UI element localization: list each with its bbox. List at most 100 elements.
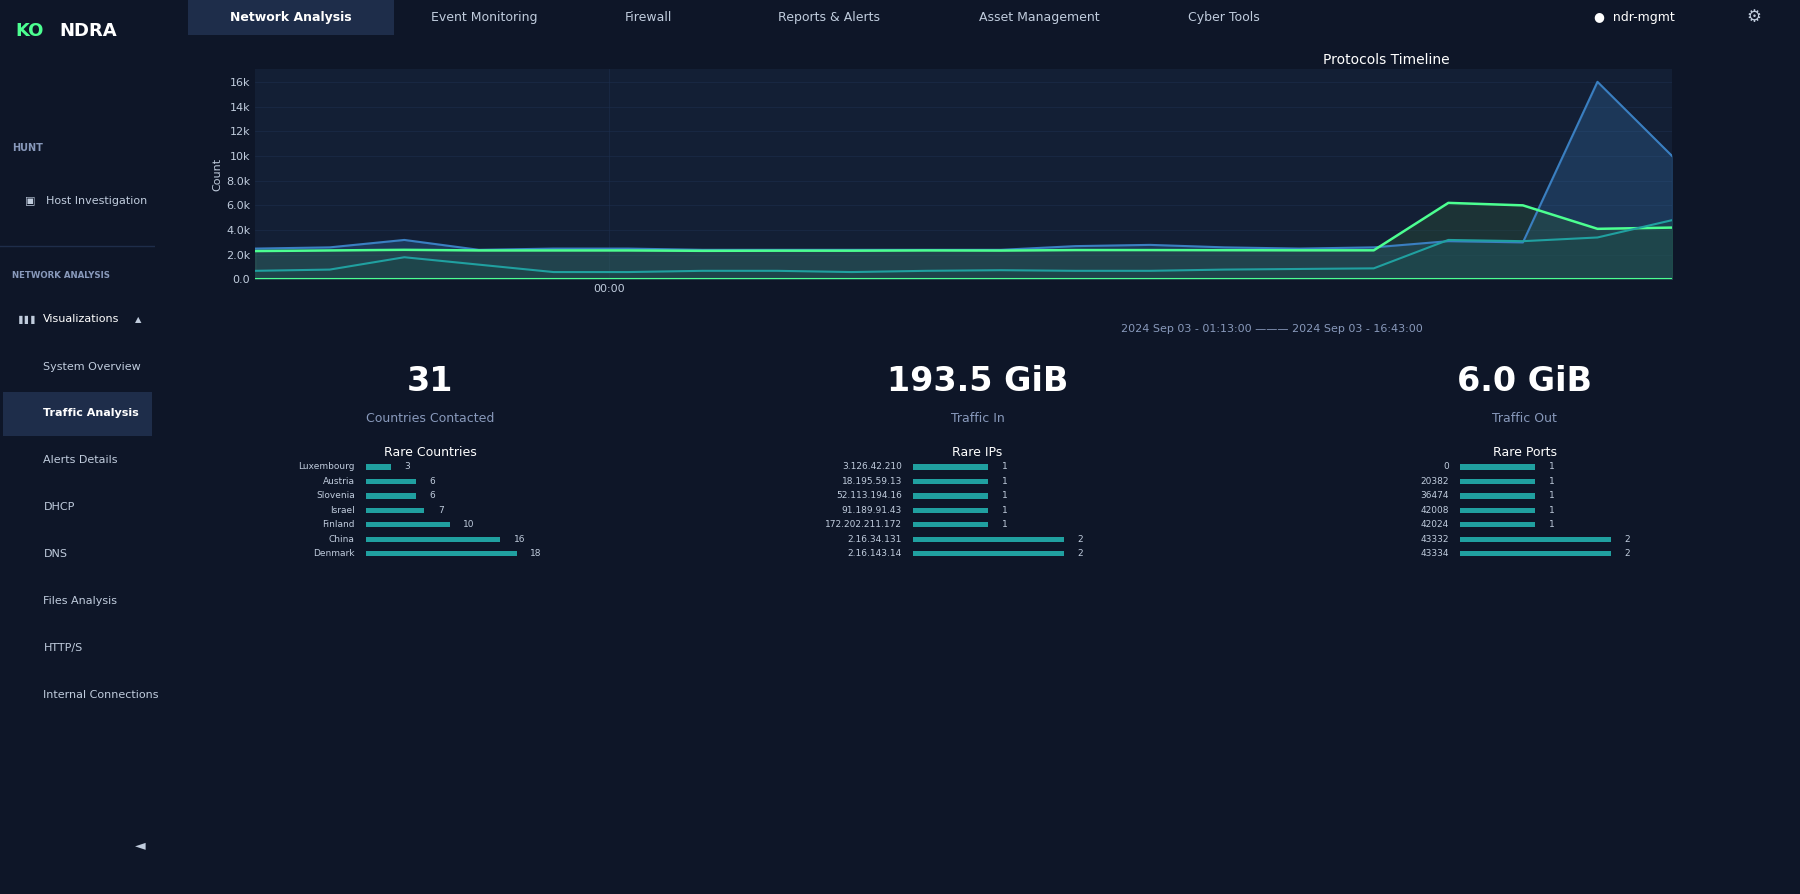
Text: Countries Contacted: Countries Contacted <box>365 411 495 425</box>
Text: 3: 3 <box>405 462 410 471</box>
Text: Traffic Out: Traffic Out <box>1492 411 1557 425</box>
Text: 2.16.143.14: 2.16.143.14 <box>848 549 902 558</box>
Bar <box>365 522 450 527</box>
Text: 6.0 GiB: 6.0 GiB <box>1458 366 1593 399</box>
Text: DNS: DNS <box>43 549 67 560</box>
Text: 18: 18 <box>531 549 542 558</box>
Bar <box>365 551 517 556</box>
Text: ▣: ▣ <box>25 196 36 207</box>
Text: Internal Connections: Internal Connections <box>43 689 158 700</box>
Text: 16: 16 <box>513 535 526 544</box>
Text: Visualizations: Visualizations <box>43 314 121 325</box>
Text: Network Analysis: Network Analysis <box>230 11 351 24</box>
Text: ssl: ssl <box>1543 174 1557 184</box>
Bar <box>913 464 988 469</box>
Text: 36474: 36474 <box>1420 492 1449 501</box>
Text: 31: 31 <box>407 366 454 399</box>
Text: Rare IPs: Rare IPs <box>952 446 1003 459</box>
Text: 2: 2 <box>1078 549 1084 558</box>
Text: Protocols Timeline: Protocols Timeline <box>1323 54 1449 67</box>
Text: 43332: 43332 <box>1420 535 1449 544</box>
Text: 193.5 GiB: 193.5 GiB <box>887 366 1067 399</box>
Text: 1: 1 <box>1003 520 1008 529</box>
Text: 6: 6 <box>430 492 436 501</box>
Text: Event Monitoring: Event Monitoring <box>430 11 536 24</box>
Text: 42024: 42024 <box>1420 520 1449 529</box>
Text: HUNT: HUNT <box>13 142 43 153</box>
Text: Israel: Israel <box>329 506 355 515</box>
Text: 20382: 20382 <box>1420 477 1449 485</box>
Text: Asset Management: Asset Management <box>979 11 1100 24</box>
Text: 1: 1 <box>1550 506 1555 515</box>
Text: Firewall: Firewall <box>625 11 671 24</box>
Text: 1: 1 <box>1003 506 1008 515</box>
Bar <box>1460 478 1535 484</box>
Text: 1: 1 <box>1003 477 1008 485</box>
Text: snmp: snmp <box>1543 105 1571 115</box>
Text: Slovenia: Slovenia <box>317 492 355 501</box>
Bar <box>913 493 988 499</box>
Text: China: China <box>329 535 355 544</box>
Text: KO: KO <box>16 22 43 40</box>
Text: 1: 1 <box>1550 477 1555 485</box>
Bar <box>365 493 416 499</box>
Text: 2024 Sep 03 - 01:13:00 ——— 2024 Sep 03 - 16:43:00: 2024 Sep 03 - 01:13:00 ——— 2024 Sep 03 -… <box>1121 324 1422 334</box>
Bar <box>365 478 416 484</box>
Text: Luxembourg: Luxembourg <box>299 462 355 471</box>
Bar <box>913 551 1064 556</box>
Text: 1: 1 <box>1550 492 1555 501</box>
Text: 7: 7 <box>437 506 443 515</box>
Text: 52.113.194.16: 52.113.194.16 <box>835 492 902 501</box>
Text: http: http <box>1543 208 1564 218</box>
Text: Host Investigation: Host Investigation <box>47 196 148 207</box>
Bar <box>1460 551 1611 556</box>
Text: 6: 6 <box>430 477 436 485</box>
Text: System Overview: System Overview <box>43 361 140 372</box>
Bar <box>365 536 500 542</box>
Text: Files Analysis: Files Analysis <box>43 595 117 606</box>
Text: Rare Ports: Rare Ports <box>1492 446 1557 459</box>
Text: 2: 2 <box>1078 535 1084 544</box>
Text: ◄: ◄ <box>135 838 146 852</box>
Text: 2.16.34.131: 2.16.34.131 <box>848 535 902 544</box>
Bar <box>913 478 988 484</box>
Bar <box>913 508 988 513</box>
Text: ssh: ssh <box>1543 71 1561 80</box>
Text: Traffic In: Traffic In <box>950 411 1004 425</box>
Bar <box>1460 536 1611 542</box>
Text: 91.189.91.43: 91.189.91.43 <box>842 506 902 515</box>
Text: 3.126.42.210: 3.126.42.210 <box>842 462 902 471</box>
Bar <box>365 464 391 469</box>
Text: 172.202.211.172: 172.202.211.172 <box>824 520 902 529</box>
Text: ●  ndr-mgmt: ● ndr-mgmt <box>1595 11 1676 24</box>
Y-axis label: Count: Count <box>212 158 221 191</box>
Bar <box>913 522 988 527</box>
Bar <box>913 536 1064 542</box>
Bar <box>1460 464 1535 469</box>
Text: 1: 1 <box>1550 462 1555 471</box>
Bar <box>365 508 425 513</box>
Text: HTTP/S: HTTP/S <box>43 643 83 654</box>
Text: 1: 1 <box>1003 492 1008 501</box>
Text: 10: 10 <box>463 520 475 529</box>
Text: dns: dns <box>1543 243 1562 253</box>
Bar <box>1460 493 1535 499</box>
Text: Austria: Austria <box>322 477 355 485</box>
Bar <box>4 392 151 436</box>
Text: DHCP: DHCP <box>43 502 76 512</box>
Text: NETWORK ANALYSIS: NETWORK ANALYSIS <box>13 271 110 280</box>
Text: 1: 1 <box>1550 520 1555 529</box>
Text: Finland: Finland <box>322 520 355 529</box>
Text: ⚙: ⚙ <box>1746 9 1762 27</box>
Text: ▲: ▲ <box>135 315 142 324</box>
Text: Denmark: Denmark <box>313 549 355 558</box>
Text: Cyber Tools: Cyber Tools <box>1188 11 1260 24</box>
Text: 2: 2 <box>1625 535 1631 544</box>
Text: 18.195.59.13: 18.195.59.13 <box>842 477 902 485</box>
Text: Alerts Details: Alerts Details <box>43 455 119 466</box>
Text: Rare Countries: Rare Countries <box>383 446 477 459</box>
Text: dhcp: dhcp <box>1543 139 1568 149</box>
Text: Reports & Alerts: Reports & Alerts <box>778 11 880 24</box>
Text: 1: 1 <box>1003 462 1008 471</box>
Text: ▐▐▐: ▐▐▐ <box>16 315 34 324</box>
